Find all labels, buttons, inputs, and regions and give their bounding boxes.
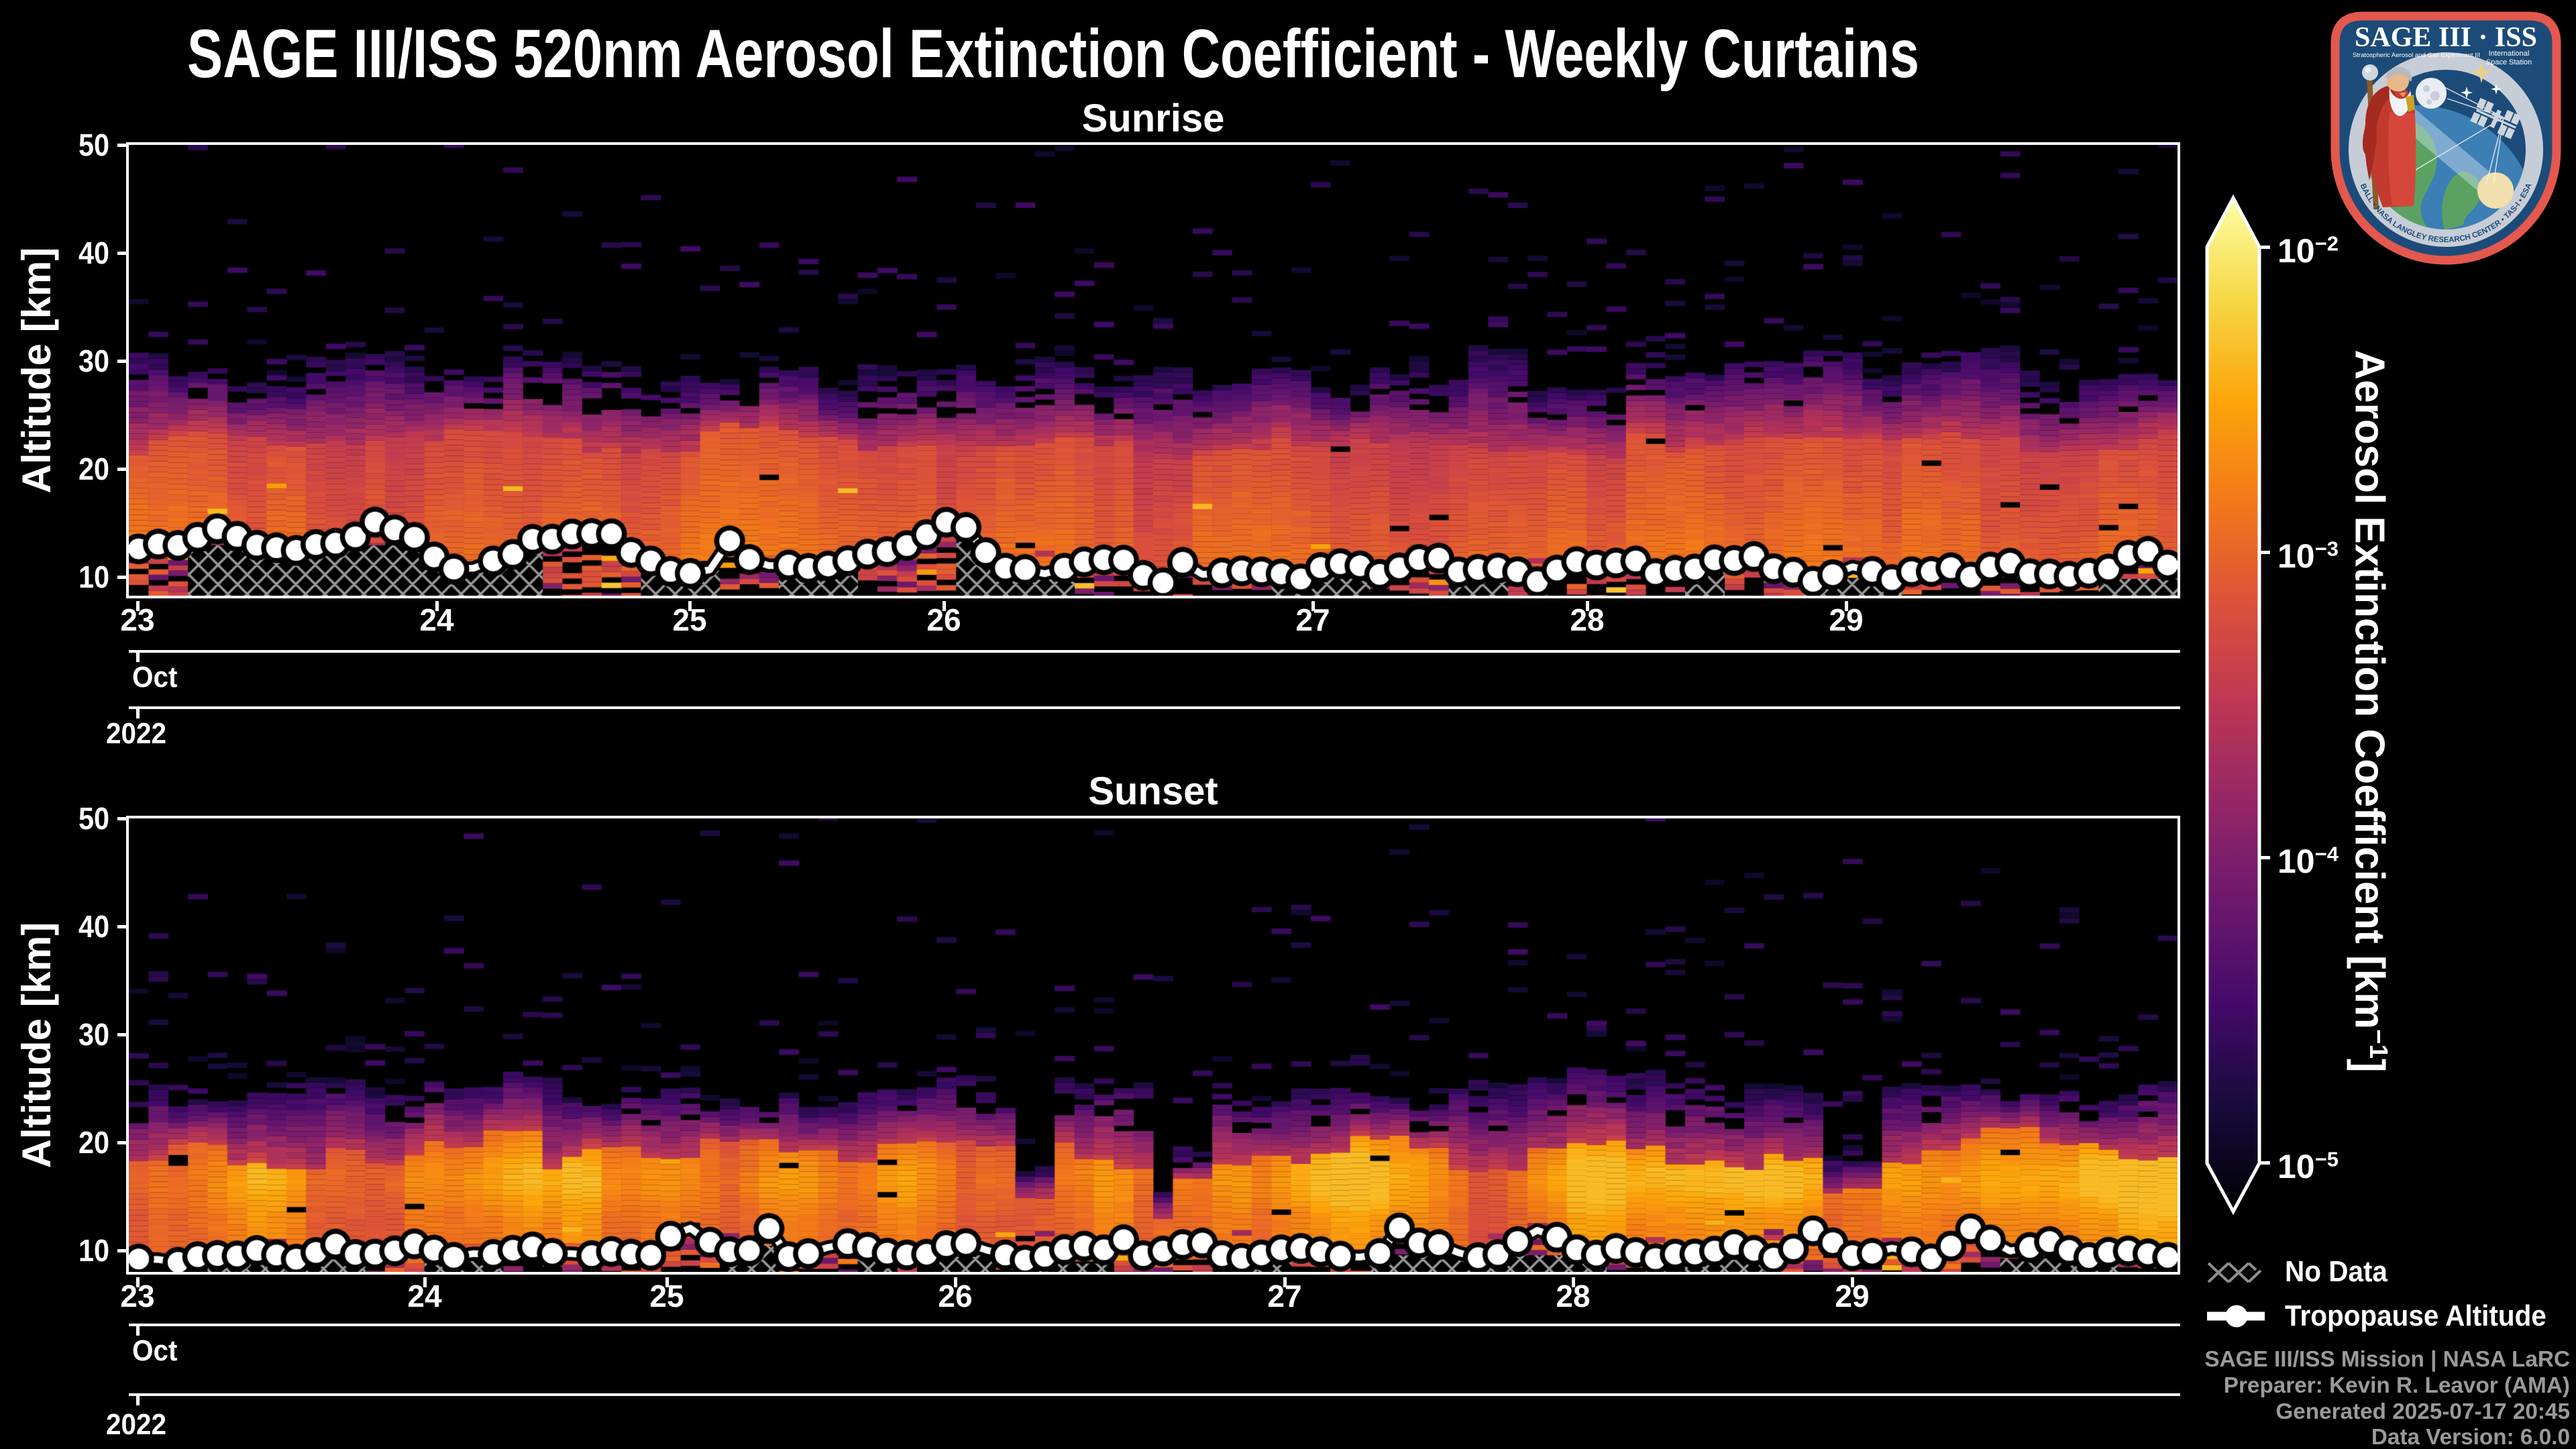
svg-text:SAGE III · ISS: SAGE III · ISS — [2355, 22, 2537, 53]
svg-text:Stratospheric Aerosol and Gas: Stratospheric Aerosol and Gas Experiment… — [2353, 52, 2480, 59]
svg-text:International: International — [2489, 50, 2530, 58]
svg-text:Space Station: Space Station — [2486, 58, 2532, 66]
